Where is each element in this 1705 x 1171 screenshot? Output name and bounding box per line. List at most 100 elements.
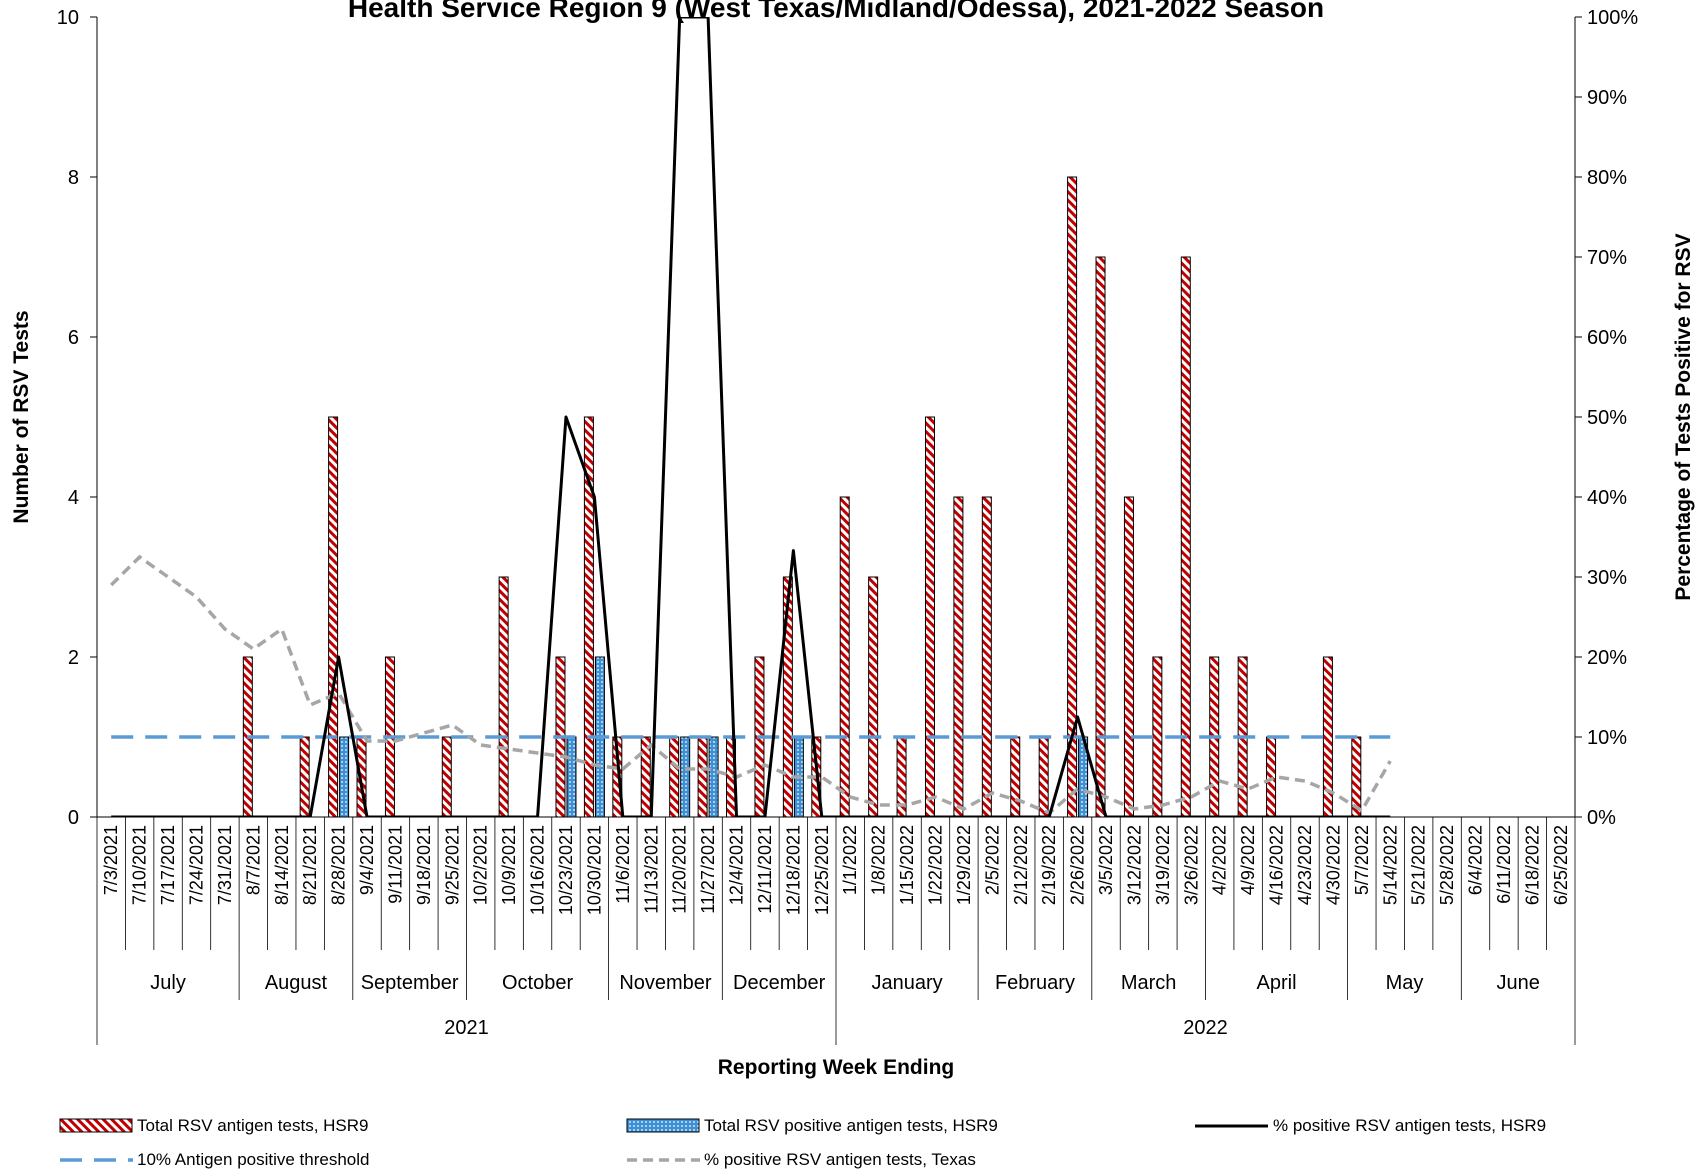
- axes: 02468100%10%20%30%40%50%60%70%80%90%100%…: [57, 7, 1638, 1045]
- y-tick-label: 0: [68, 807, 79, 829]
- month-label: April: [1257, 972, 1297, 994]
- bar-positive-11/27/2021: [708, 736, 719, 817]
- bar-total-3/19/2022: [1152, 656, 1163, 817]
- bar-total-1/1/2022: [839, 496, 850, 817]
- bar-total-2/19/2022: [1038, 736, 1049, 817]
- x-tick-label: 2/5/2022: [982, 825, 1002, 895]
- x-tick-label: 10/9/2021: [499, 825, 519, 905]
- bar-total-4/16/2022: [1266, 736, 1277, 817]
- bar-total-11/27/2021: [697, 736, 708, 817]
- x-tick-label: 7/10/2021: [130, 825, 150, 905]
- month-label: June: [1496, 972, 1539, 994]
- y2-tick-label: 100%: [1587, 7, 1638, 29]
- y-tick-label: 8: [68, 167, 79, 189]
- y2-tick-label: 60%: [1587, 327, 1627, 349]
- x-tick-label: 6/18/2022: [1522, 825, 1542, 905]
- x-tick-label: 8/21/2021: [300, 825, 320, 905]
- bar-positive-10/23/2021: [566, 736, 577, 817]
- bar-total-11/20/2021: [669, 736, 680, 817]
- y2-tick-label: 40%: [1587, 487, 1627, 509]
- legend-label-positive: Total RSV positive antigen tests, HSR9: [704, 1116, 998, 1135]
- plot-clip-group: [109, 17, 1392, 817]
- legend-label-hsr9: % positive RSV antigen tests, HSR9: [1273, 1116, 1546, 1135]
- bar-total-11/6/2021: [612, 736, 623, 817]
- month-label: February: [995, 972, 1075, 994]
- x-tick-label: 1/29/2022: [954, 825, 974, 905]
- y2-tick-label: 50%: [1587, 407, 1627, 429]
- x-tick-label: 7/3/2021: [101, 825, 121, 895]
- x-tick-label: 7/17/2021: [158, 825, 178, 905]
- bar-total-1/8/2022: [868, 576, 879, 817]
- month-label: July: [150, 972, 186, 994]
- bar-total-3/12/2022: [1123, 496, 1134, 817]
- x-tick-label: 7/31/2021: [215, 825, 235, 905]
- y2-tick-label: 30%: [1587, 567, 1627, 589]
- x-tick-label: 11/13/2021: [641, 825, 661, 914]
- x-tick-label: 1/22/2022: [925, 825, 945, 905]
- line-hsr9: [111, 17, 1391, 817]
- bar-total-10/9/2021: [498, 576, 509, 817]
- legend-label-texas: % positive RSV antigen tests, Texas: [704, 1150, 976, 1169]
- month-label: March: [1121, 972, 1177, 994]
- bar-total-2/26/2022: [1067, 176, 1078, 817]
- x-tick-label: 5/14/2022: [1380, 825, 1400, 905]
- x-tick-label: 4/30/2022: [1323, 825, 1343, 905]
- bar-total-9/25/2021: [441, 736, 452, 817]
- legend-swatch-total: [59, 1118, 133, 1133]
- bar-total-10/30/2021: [583, 416, 594, 817]
- plot-area: [109, 17, 1392, 817]
- x-tick-label: 6/25/2022: [1551, 825, 1571, 905]
- bar-total-3/5/2022: [1095, 256, 1106, 817]
- x-tick-label: 3/26/2022: [1181, 825, 1201, 905]
- x-tick-label: 11/27/2021: [698, 825, 718, 914]
- bar-total-1/22/2022: [924, 416, 935, 817]
- y2-tick-label: 90%: [1587, 87, 1627, 109]
- bar-total-12/18/2021: [782, 576, 793, 817]
- x-tick-label: 1/8/2022: [869, 825, 889, 895]
- x-tick-label: 11/20/2021: [670, 825, 690, 914]
- y-axis-title: Number of RSV Tests: [10, 310, 33, 523]
- x-tick-label: 8/14/2021: [272, 825, 292, 905]
- x-tick-label: 10/2/2021: [471, 825, 491, 905]
- x-tick-label: 12/4/2021: [727, 825, 747, 905]
- x-tick-label: 2/12/2022: [1011, 825, 1031, 905]
- legend-label-threshold: 10% Antigen positive threshold: [137, 1150, 370, 1169]
- chart-title: Health Service Region 9 (West Texas/Midl…: [348, 0, 1324, 23]
- year-label: 2021: [444, 1017, 489, 1039]
- x-tick-label: 5/28/2022: [1437, 825, 1457, 905]
- x-tick-label: 2/26/2022: [1068, 825, 1088, 905]
- legend-swatch-positive: [626, 1118, 700, 1133]
- y2-tick-label: 20%: [1587, 647, 1627, 669]
- bar-positive-11/20/2021: [680, 736, 691, 817]
- bar-total-1/29/2022: [953, 496, 964, 817]
- month-label: September: [361, 972, 459, 994]
- y2-tick-label: 70%: [1587, 247, 1627, 269]
- bar-positive-8/28/2021: [339, 736, 350, 817]
- x-tick-label: 12/25/2021: [812, 825, 832, 915]
- x-axis-title: Reporting Week Ending: [718, 1056, 954, 1079]
- x-tick-label: 12/11/2021: [755, 825, 775, 914]
- x-tick-label: 4/9/2022: [1238, 825, 1258, 895]
- y2-tick-label: 10%: [1587, 727, 1627, 749]
- y-tick-label: 4: [68, 487, 79, 509]
- x-tick-label: 11/6/2021: [613, 825, 633, 904]
- x-tick-label: 9/11/2021: [385, 825, 405, 904]
- x-tick-label: 3/12/2022: [1124, 825, 1144, 905]
- y-tick-label: 10: [57, 7, 79, 29]
- bar-total-2/5/2022: [981, 496, 992, 817]
- y2-tick-label: 0%: [1587, 807, 1616, 829]
- x-tick-label: 9/18/2021: [414, 825, 434, 905]
- x-tick-label: 4/16/2022: [1267, 825, 1287, 905]
- x-tick-label: 7/24/2021: [186, 825, 206, 905]
- bar-total-4/30/2022: [1322, 656, 1333, 817]
- bar-total-11/13/2021: [640, 736, 651, 817]
- month-label: January: [871, 972, 942, 994]
- x-tick-label: 2/19/2022: [1039, 825, 1059, 905]
- x-tick-label: 9/25/2021: [442, 825, 462, 905]
- x-tick-label: 6/11/2022: [1494, 825, 1514, 904]
- x-tick-label: 5/7/2022: [1352, 825, 1372, 895]
- y-tick-label: 2: [68, 647, 79, 669]
- x-tick-label: 9/4/2021: [357, 825, 377, 895]
- x-tick-label: 12/18/2021: [783, 825, 803, 915]
- x-tick-label: 3/19/2022: [1153, 825, 1173, 905]
